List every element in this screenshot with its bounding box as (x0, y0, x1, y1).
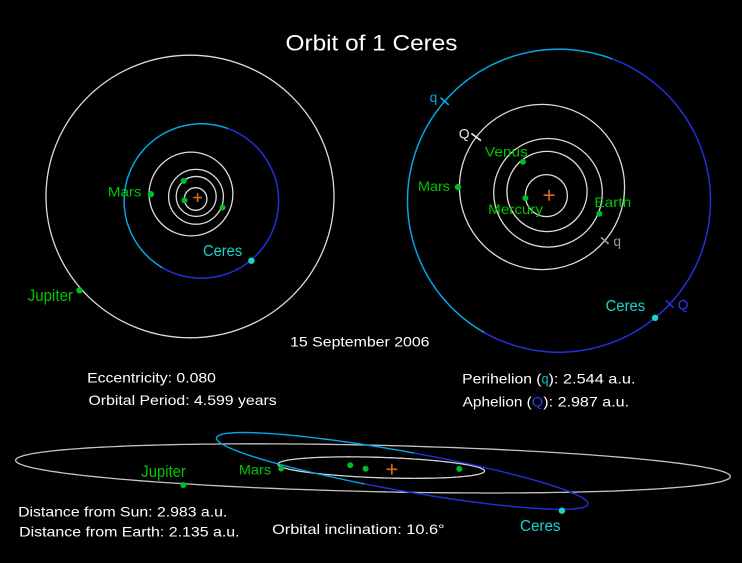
svg-text:Distance from Earth: 2.135 a.u: Distance from Earth: 2.135 a.u. (19, 525, 240, 540)
svg-text:q: q (542, 372, 549, 387)
svg-text:Orbital inclination: 10.6°: Orbital inclination: 10.6° (272, 522, 445, 537)
svg-text:15 September 2006: 15 September 2006 (290, 335, 430, 350)
svg-text:): 2.544 a.u.: ): 2.544 a.u. (549, 372, 636, 387)
svg-text:Ceres: Ceres (203, 243, 242, 260)
svg-text:Mars: Mars (239, 462, 271, 478)
svg-text:Jupiter: Jupiter (28, 286, 74, 305)
svg-text:Mars: Mars (108, 184, 142, 200)
svg-text:Perihelion (: Perihelion ( (462, 372, 542, 387)
svg-text:Orbital Period: 4.599 years: Orbital Period: 4.599 years (89, 393, 277, 408)
svg-text:Ceres: Ceres (520, 518, 561, 535)
svg-text:Q: Q (532, 395, 544, 410)
svg-text:Q: Q (678, 298, 689, 313)
svg-text:Eccentricity: 0.080: Eccentricity: 0.080 (87, 371, 216, 386)
svg-text:q: q (613, 234, 621, 249)
svg-text:Mars: Mars (418, 178, 450, 194)
svg-text:Ceres: Ceres (606, 298, 646, 315)
svg-text:Venus: Venus (485, 144, 528, 160)
svg-text:Distance from Sun: 2.983 a.u.: Distance from Sun: 2.983 a.u. (18, 505, 227, 520)
svg-text:Aphelion (: Aphelion ( (463, 395, 533, 410)
svg-text:q: q (430, 90, 438, 105)
svg-text:): 2.987 a.u.: ): 2.987 a.u. (543, 395, 629, 410)
svg-text:Q: Q (459, 126, 470, 141)
svg-text:Jupiter: Jupiter (141, 462, 186, 481)
svg-text:Mercury: Mercury (488, 201, 543, 217)
svg-text:Earth: Earth (594, 194, 631, 210)
svg-text:Orbit of 1 Ceres: Orbit of 1 Ceres (286, 31, 458, 56)
